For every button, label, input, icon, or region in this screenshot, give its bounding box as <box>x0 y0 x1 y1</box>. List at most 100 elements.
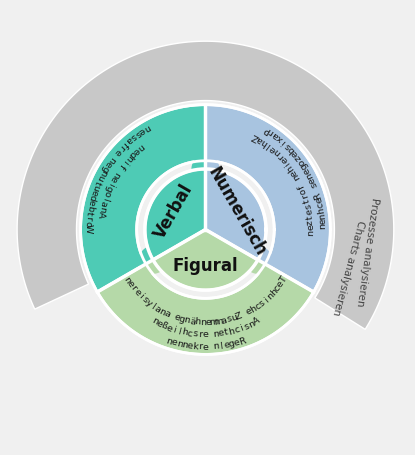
Text: i: i <box>121 158 129 166</box>
Text: n: n <box>175 339 183 349</box>
Text: l: l <box>220 341 223 351</box>
Text: a: a <box>153 304 162 314</box>
Text: ä: ä <box>189 317 196 326</box>
Polygon shape <box>205 105 330 292</box>
Text: R: R <box>312 191 323 200</box>
Text: n: n <box>304 171 315 180</box>
Text: e: e <box>205 318 211 327</box>
Text: c: c <box>272 283 283 293</box>
Text: e: e <box>165 323 173 334</box>
Text: a: a <box>162 309 171 319</box>
Text: r: r <box>198 330 203 339</box>
Text: s: s <box>192 329 198 339</box>
Text: a: a <box>271 130 281 141</box>
Text: g: g <box>103 184 114 193</box>
Text: s: s <box>283 141 293 151</box>
Text: a: a <box>220 316 228 326</box>
Text: m: m <box>213 316 224 327</box>
Text: e: e <box>304 208 314 215</box>
Text: P: P <box>262 124 272 135</box>
Text: n: n <box>306 230 315 236</box>
Text: o: o <box>83 221 93 227</box>
Text: e: e <box>244 306 254 317</box>
Text: e: e <box>307 176 317 185</box>
Text: z: z <box>306 219 315 225</box>
Text: e: e <box>112 146 123 157</box>
Text: Figural: Figural <box>173 257 238 275</box>
Text: e: e <box>275 279 286 289</box>
Text: e: e <box>290 148 300 159</box>
Text: e: e <box>223 340 230 350</box>
Text: n: n <box>142 122 151 133</box>
Text: n: n <box>105 155 116 165</box>
Text: Numerisch: Numerisch <box>204 164 270 259</box>
Text: n: n <box>150 316 159 327</box>
Text: t: t <box>305 215 315 219</box>
Text: i: i <box>283 160 292 167</box>
Text: i: i <box>106 181 115 187</box>
Text: e: e <box>203 343 208 352</box>
Text: i: i <box>239 324 245 333</box>
Text: R: R <box>237 336 247 347</box>
Text: c: c <box>315 202 325 209</box>
Text: t: t <box>84 211 94 216</box>
Text: z: z <box>293 153 303 162</box>
Text: e: e <box>131 145 142 156</box>
Text: c: c <box>186 329 193 339</box>
Text: Z: Z <box>234 311 244 322</box>
Text: e: e <box>314 196 325 204</box>
Text: Charts analysieren: Charts analysieren <box>330 219 365 316</box>
Text: x: x <box>275 133 285 144</box>
Polygon shape <box>142 260 161 273</box>
Text: a: a <box>124 135 134 146</box>
Text: n: n <box>271 147 282 157</box>
Text: e: e <box>170 338 178 348</box>
Text: o: o <box>296 157 307 167</box>
Text: h: h <box>249 304 259 314</box>
Text: n: n <box>97 168 108 178</box>
Polygon shape <box>81 105 205 292</box>
Text: h: h <box>286 163 296 173</box>
Text: t: t <box>93 179 103 186</box>
Text: u: u <box>90 183 101 192</box>
Text: b: b <box>286 144 297 155</box>
Text: e: e <box>233 338 241 348</box>
Text: e: e <box>137 126 146 136</box>
Text: s: s <box>140 295 149 305</box>
Wedge shape <box>145 169 205 260</box>
Text: h: h <box>259 137 269 148</box>
Text: n: n <box>165 336 173 346</box>
Text: h: h <box>194 318 201 327</box>
Text: n: n <box>97 205 107 213</box>
Text: n: n <box>317 212 327 219</box>
Text: n: n <box>265 291 276 302</box>
Text: r: r <box>267 127 276 137</box>
Text: d: d <box>87 193 98 202</box>
Text: e: e <box>173 313 181 323</box>
Text: r: r <box>117 143 126 152</box>
Text: e: e <box>306 224 315 231</box>
Text: n: n <box>212 329 220 339</box>
Text: W: W <box>83 224 93 234</box>
Text: s: s <box>243 321 251 331</box>
Text: s: s <box>128 132 138 142</box>
Text: a: a <box>98 200 108 208</box>
Text: n: n <box>200 318 206 327</box>
Text: g: g <box>178 314 186 324</box>
Text: y: y <box>144 298 154 308</box>
Text: l: l <box>149 302 156 311</box>
Text: n: n <box>291 172 302 182</box>
Text: e: e <box>89 188 99 197</box>
Text: r: r <box>84 216 93 221</box>
Text: e: e <box>103 159 113 169</box>
Text: e: e <box>203 330 208 339</box>
Text: o: o <box>298 187 309 196</box>
Text: r: r <box>276 151 285 161</box>
Text: o: o <box>101 190 112 198</box>
Text: l: l <box>100 196 110 202</box>
Text: r: r <box>198 342 203 352</box>
Text: n: n <box>318 223 327 230</box>
Text: s: s <box>303 203 313 210</box>
Text: e: e <box>125 279 136 289</box>
Text: T: T <box>278 275 289 285</box>
